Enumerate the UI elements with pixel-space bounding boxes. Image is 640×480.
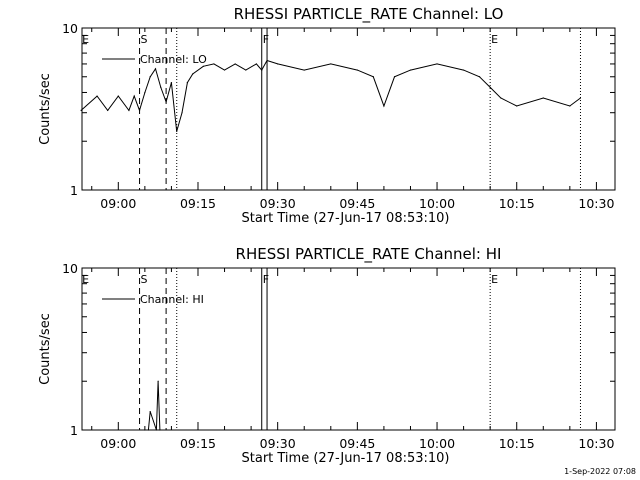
series-point xyxy=(383,105,385,107)
series-point xyxy=(569,105,571,107)
legend-label: Channel: HI xyxy=(140,293,204,306)
series-point xyxy=(409,69,412,71)
x-tick-label: 09:00 xyxy=(100,436,136,451)
timestamp-label: 1-Sep-2022 07:08 xyxy=(564,467,636,476)
series-point xyxy=(223,69,226,71)
event-marker-label: E xyxy=(491,33,498,46)
series-point xyxy=(155,429,157,431)
series-point xyxy=(96,95,98,97)
event-marker-label: F xyxy=(263,33,269,46)
y-tick-label: 1 xyxy=(70,183,78,198)
series-point xyxy=(330,63,332,65)
event-marker-label: E xyxy=(491,273,498,286)
x-tick-label: 09:00 xyxy=(100,196,136,211)
series-point xyxy=(516,105,518,107)
chart-title: RHESSI PARTICLE_RATE Channel: LO xyxy=(234,5,504,24)
chart-panel-lo: RHESSI PARTICLE_RATE Channel: LO 09:00 09:… xyxy=(38,5,616,226)
series-point xyxy=(176,130,178,133)
series-point xyxy=(393,76,396,78)
y-axis-label: Counts/sec xyxy=(38,73,53,145)
series-point xyxy=(165,101,167,103)
event-marker-label: E xyxy=(82,273,89,286)
x-tick-label: 10:15 xyxy=(499,196,535,211)
series-point xyxy=(160,86,162,88)
series-point xyxy=(356,69,358,71)
series-point xyxy=(157,380,159,382)
series-point xyxy=(154,68,157,70)
x-tick-label: 10:00 xyxy=(419,196,455,211)
x-tick-label: 10:30 xyxy=(578,196,614,211)
x-axis-label: Start Time (27-Jun-17 08:53:10) xyxy=(242,451,450,466)
series-point xyxy=(489,86,491,88)
legend-label: Channel: LO xyxy=(140,53,207,66)
x-tick-label: 10:00 xyxy=(419,436,455,451)
x-axis-label: Start Time (27-Jun-17 08:53:10) xyxy=(242,211,450,226)
series-point xyxy=(266,59,268,62)
series-line xyxy=(80,59,581,132)
series-point xyxy=(117,95,119,97)
event-marker-label: S xyxy=(141,273,148,286)
series-point xyxy=(255,63,258,65)
chart-panel-hi: RHESSI PARTICLE_RATE Channel: HI 09:00 09:… xyxy=(38,245,616,466)
series-point xyxy=(144,429,146,431)
plot-frame xyxy=(81,267,616,431)
x-tick-label: 10:15 xyxy=(499,436,535,451)
x-tick-label: 09:30 xyxy=(260,436,296,451)
y-tick-label: 10 xyxy=(62,21,78,36)
series-point xyxy=(186,82,188,84)
series-point xyxy=(303,69,305,71)
series-point xyxy=(128,109,130,111)
series-point xyxy=(147,429,150,431)
series-point xyxy=(500,97,502,99)
series-point xyxy=(138,109,141,111)
series-point xyxy=(478,76,481,78)
series-point xyxy=(149,76,151,78)
series-point xyxy=(181,112,183,114)
series-point xyxy=(133,95,135,97)
x-tick-label: 09:15 xyxy=(180,196,216,211)
series-point xyxy=(372,76,374,78)
event-marker-label: F xyxy=(263,273,269,286)
x-tick-label: 09:45 xyxy=(339,436,375,451)
series-point xyxy=(144,91,146,94)
y-tick-label: 10 xyxy=(62,261,78,276)
series-point xyxy=(213,63,215,65)
y-axis-label: Counts/sec xyxy=(38,313,53,385)
series-point xyxy=(107,109,109,111)
series-point xyxy=(436,63,438,65)
series-point xyxy=(192,73,194,75)
series-point xyxy=(202,65,204,67)
series-point xyxy=(170,82,173,84)
series-point xyxy=(277,63,279,65)
x-tick-label: 09:30 xyxy=(260,196,296,211)
x-tick-label: 09:45 xyxy=(339,196,375,211)
series-point xyxy=(261,69,263,71)
series-point xyxy=(80,109,82,111)
series-point xyxy=(462,69,465,71)
series-line xyxy=(144,381,161,431)
x-tick-label: 09:15 xyxy=(180,436,216,451)
event-marker-label: E xyxy=(82,33,89,46)
series-point xyxy=(542,97,544,99)
series-point xyxy=(149,410,151,413)
chart-title: RHESSI PARTICLE_RATE Channel: HI xyxy=(236,245,502,264)
event-marker-label: S xyxy=(141,33,148,46)
series-point xyxy=(245,69,247,71)
series-point xyxy=(159,429,161,431)
series-point xyxy=(234,63,236,65)
x-tick-label: 10:30 xyxy=(578,436,614,451)
series-point xyxy=(579,97,582,99)
y-tick-label: 1 xyxy=(70,423,78,438)
